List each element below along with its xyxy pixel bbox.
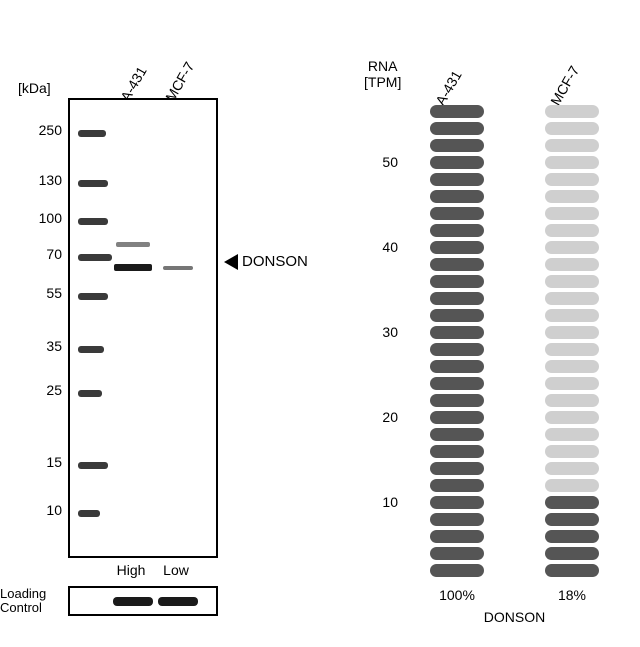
rna-pill-col1-seg20 [545, 224, 599, 237]
rna-pill-col1-seg15 [545, 309, 599, 322]
rna-pill-col0-seg13 [430, 343, 484, 356]
rna-pill-col1-seg0 [545, 564, 599, 577]
rna-pill-col1-seg12 [545, 360, 599, 373]
ladder-band-70 [78, 254, 112, 261]
rna-pill-col0-seg7 [430, 445, 484, 458]
rna-pill-col0-seg19 [430, 241, 484, 254]
ladder-band-15 [78, 462, 108, 469]
ladder-band-250 [78, 130, 106, 137]
rna-pill-col1-seg21 [545, 207, 599, 220]
rna-pill-col0-seg4 [430, 496, 484, 509]
rna-pill-col0-seg5 [430, 479, 484, 492]
rna-footer-label: DONSON [475, 609, 555, 625]
rna-pill-col0-seg22 [430, 190, 484, 203]
rna-pill-col0-seg1 [430, 547, 484, 560]
rna-pill-col0-seg8 [430, 428, 484, 441]
rna-tick-50: 50 [370, 154, 398, 170]
rna-pill-col0-seg23 [430, 173, 484, 186]
rna-pill-col0-seg24 [430, 156, 484, 169]
rna-pill-col1-seg14 [545, 326, 599, 339]
rna-pill-col0-seg14 [430, 326, 484, 339]
rna-pill-col1-seg17 [545, 275, 599, 288]
ladder-band-35 [78, 346, 104, 353]
rna-pill-col0-seg25 [430, 139, 484, 152]
kda-label-10: 10 [18, 502, 62, 518]
rna-pill-col0-seg21 [430, 207, 484, 220]
loading-band-0 [113, 597, 153, 606]
rna-pill-col0-seg12 [430, 360, 484, 373]
rna-pct-0: 100% [424, 587, 490, 603]
kda-unit-label: [kDa] [18, 80, 51, 96]
rna-pill-col1-seg13 [545, 343, 599, 356]
rna-pill-col0-seg10 [430, 394, 484, 407]
kda-label-35: 35 [18, 338, 62, 354]
rna-pill-col0-seg26 [430, 122, 484, 135]
blot-frame [68, 98, 218, 558]
rna-pill-col1-seg7 [545, 445, 599, 458]
sample-band-0 [116, 242, 150, 247]
rna-pill-col1-seg6 [545, 462, 599, 475]
rna-pill-col0-seg11 [430, 377, 484, 390]
rna-pill-col1-seg27 [545, 105, 599, 118]
kda-label-130: 130 [18, 172, 62, 188]
rna-pill-col1-seg1 [545, 547, 599, 560]
ladder-band-10 [78, 510, 100, 517]
blot-footer-low: Low [154, 562, 198, 578]
rna-pill-col1-seg8 [545, 428, 599, 441]
sample-band-2 [163, 266, 193, 270]
rna-pill-col1-seg3 [545, 513, 599, 526]
kda-label-25: 25 [18, 382, 62, 398]
rna-pill-col0-seg6 [430, 462, 484, 475]
rna-pill-col0-seg17 [430, 275, 484, 288]
ladder-band-25 [78, 390, 102, 397]
rna-pill-col0-seg20 [430, 224, 484, 237]
rna-pill-col0-seg27 [430, 105, 484, 118]
loading-control-label: Loading Control [0, 587, 62, 615]
rna-lane-header-0: A-431 [432, 68, 465, 108]
rna-pill-col0-seg9 [430, 411, 484, 424]
rna-pill-col0-seg16 [430, 292, 484, 305]
rna-pill-col1-seg10 [545, 394, 599, 407]
rna-tick-30: 30 [370, 324, 398, 340]
ladder-band-55 [78, 293, 108, 300]
rna-pill-col1-seg26 [545, 122, 599, 135]
rna-tick-20: 20 [370, 409, 398, 425]
kda-label-55: 55 [18, 285, 62, 301]
rna-pill-col1-seg18 [545, 258, 599, 271]
rna-pill-col0-seg2 [430, 530, 484, 543]
rna-pct-1: 18% [539, 587, 605, 603]
blot-footer-high: High [109, 562, 153, 578]
rna-tick-10: 10 [370, 494, 398, 510]
rna-pill-col0-seg15 [430, 309, 484, 322]
rna-pill-col1-seg24 [545, 156, 599, 169]
rna-pill-col0-seg18 [430, 258, 484, 271]
rna-lane-header-1: MCF-7 [547, 63, 582, 108]
ladder-band-130 [78, 180, 108, 187]
rna-pill-col1-seg4 [545, 496, 599, 509]
rna-pill-col1-seg5 [545, 479, 599, 492]
target-name-label: DONSON [242, 253, 308, 270]
rna-pill-col1-seg2 [545, 530, 599, 543]
rna-pill-col1-seg23 [545, 173, 599, 186]
kda-label-250: 250 [18, 122, 62, 138]
rna-pill-col1-seg22 [545, 190, 599, 203]
rna-pill-col1-seg19 [545, 241, 599, 254]
loading-band-1 [158, 597, 198, 606]
kda-label-100: 100 [18, 210, 62, 226]
rna-pill-col0-seg3 [430, 513, 484, 526]
rna-pill-col1-seg16 [545, 292, 599, 305]
kda-label-70: 70 [18, 246, 62, 262]
rna-tick-40: 40 [370, 239, 398, 255]
target-arrow-icon [222, 253, 240, 271]
ladder-band-100 [78, 218, 108, 225]
sample-band-1 [114, 264, 152, 271]
rna-pill-col1-seg25 [545, 139, 599, 152]
rna-pill-col0-seg0 [430, 564, 484, 577]
rna-unit-label: RNA [TPM] [364, 58, 401, 90]
rna-pill-col1-seg11 [545, 377, 599, 390]
rna-pill-col1-seg9 [545, 411, 599, 424]
kda-label-15: 15 [18, 454, 62, 470]
